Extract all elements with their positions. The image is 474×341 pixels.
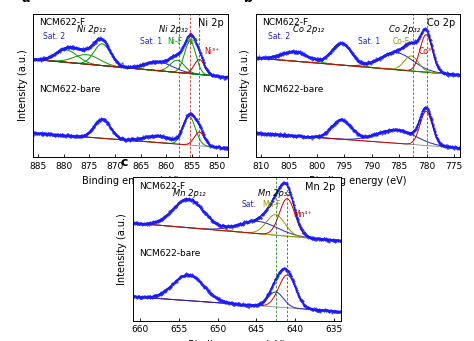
- Text: Co 2p₁₂: Co 2p₁₂: [293, 25, 325, 34]
- Text: Ni 2p₁₂: Ni 2p₁₂: [77, 25, 106, 34]
- X-axis label: Binding energy (eV): Binding energy (eV): [82, 176, 179, 186]
- Text: NCM622-F: NCM622-F: [39, 18, 85, 27]
- Text: NCM622-bare: NCM622-bare: [139, 249, 201, 258]
- Text: a: a: [21, 0, 30, 5]
- Text: Mn 2p₃₂: Mn 2p₃₂: [258, 189, 291, 198]
- X-axis label: Binding energy (eV): Binding energy (eV): [309, 176, 407, 186]
- Text: Mn-F: Mn-F: [262, 200, 281, 209]
- Text: Sat.: Sat.: [241, 200, 256, 209]
- Text: NCM622-bare: NCM622-bare: [39, 85, 100, 94]
- Text: Sat. 2: Sat. 2: [43, 32, 65, 41]
- Text: Ni 2p₃₂: Ni 2p₃₂: [159, 25, 188, 34]
- Text: Sat. 2: Sat. 2: [268, 32, 290, 41]
- Text: Sat. 1: Sat. 1: [358, 36, 380, 46]
- Text: Mn⁴⁺: Mn⁴⁺: [293, 210, 312, 219]
- Y-axis label: Intensity (a.u.): Intensity (a.u.): [18, 49, 27, 121]
- Text: Co 2p₃₂: Co 2p₃₂: [389, 25, 420, 34]
- Y-axis label: Intensity (a.u.): Intensity (a.u.): [240, 49, 250, 121]
- Text: b: b: [244, 0, 253, 5]
- Y-axis label: Intensity (a.u.): Intensity (a.u.): [117, 213, 127, 285]
- Text: NCM622-bare: NCM622-bare: [262, 85, 323, 94]
- Text: NCM622-F: NCM622-F: [139, 182, 185, 191]
- Text: NCM622-F: NCM622-F: [262, 18, 308, 27]
- Text: Mn 2p: Mn 2p: [305, 182, 335, 192]
- Text: Co-F: Co-F: [392, 36, 410, 46]
- Text: Ni²⁺: Ni²⁺: [187, 36, 202, 46]
- Text: c: c: [120, 156, 128, 169]
- Text: Ni³⁺: Ni³⁺: [204, 47, 219, 56]
- Text: Mn 2p₁₂: Mn 2p₁₂: [173, 189, 205, 198]
- Text: Co 2p: Co 2p: [428, 18, 456, 28]
- X-axis label: Binding energy (eV): Binding energy (eV): [188, 340, 286, 341]
- Text: Sat. 1: Sat. 1: [140, 36, 162, 46]
- Text: Ni 2p: Ni 2p: [198, 18, 224, 28]
- Text: Ni-F: Ni-F: [167, 36, 182, 46]
- Text: Co³⁺: Co³⁺: [419, 47, 436, 56]
